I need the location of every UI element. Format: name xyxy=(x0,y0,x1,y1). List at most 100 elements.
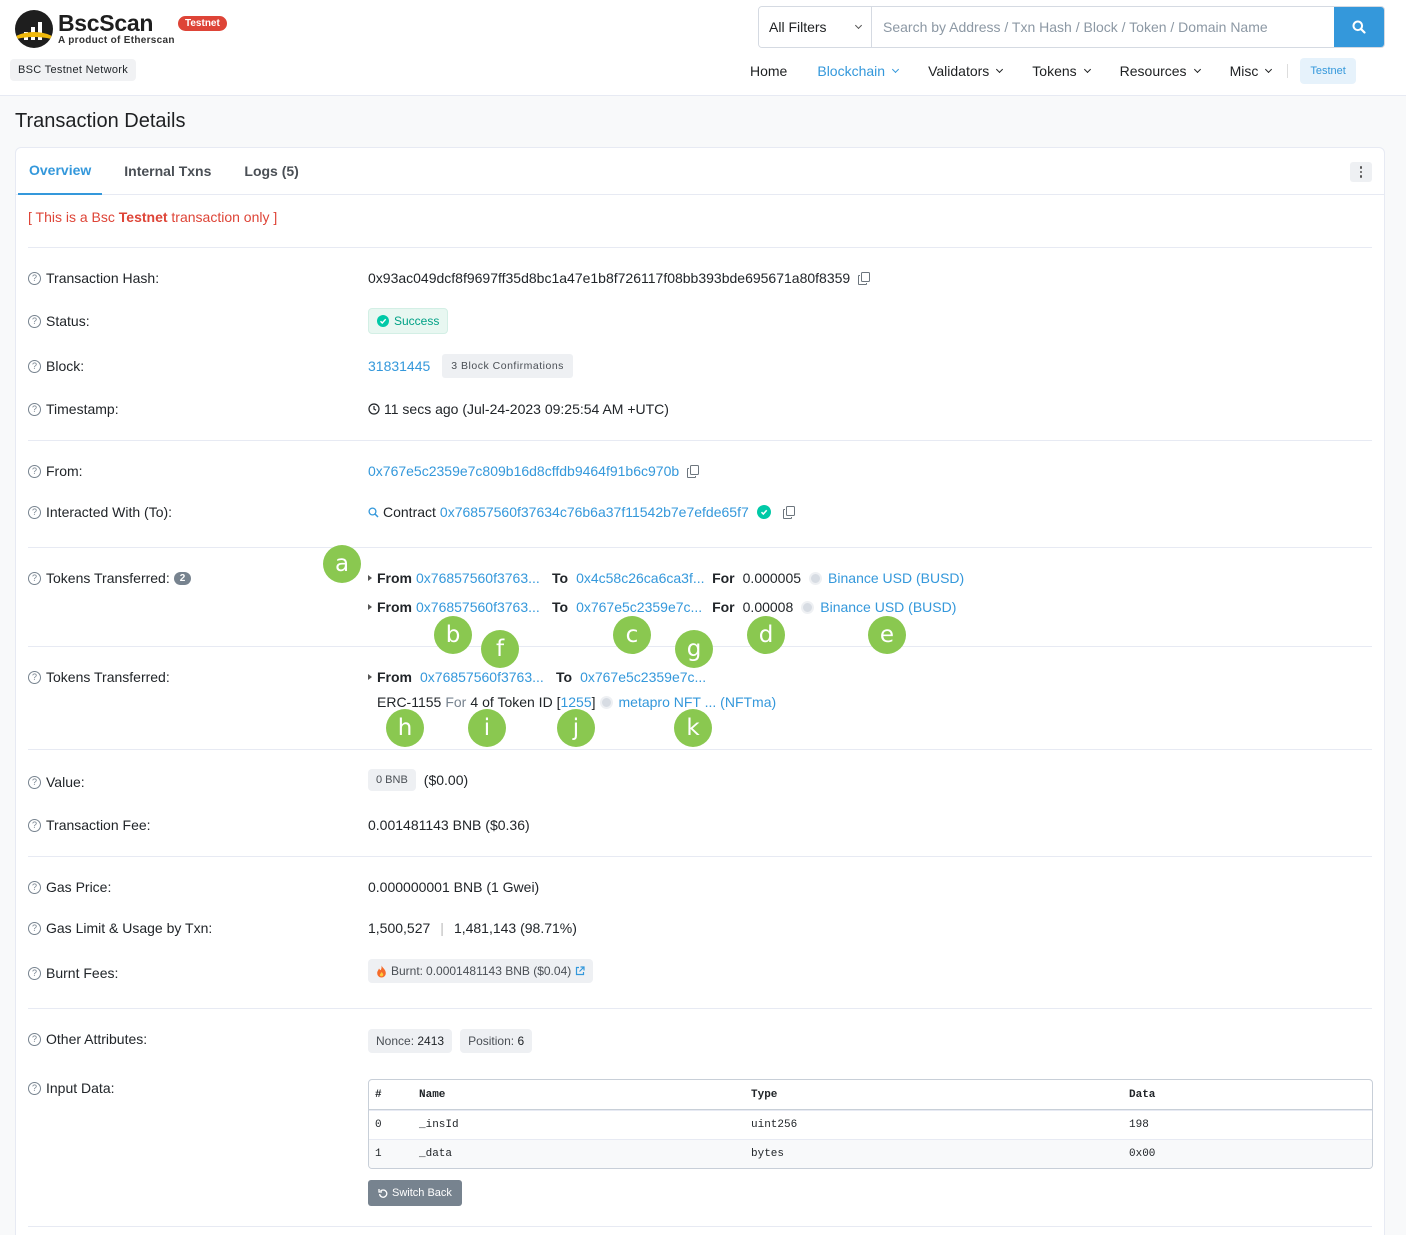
burnt-prefix: Burnt: xyxy=(391,964,424,978)
search-input[interactable] xyxy=(872,7,1334,47)
position-label: Position: xyxy=(468,1034,515,1048)
question-icon[interactable]: ? xyxy=(28,818,41,832)
burnt-fees-badge[interactable]: Burnt: 0.0001481143 BNB ($0.04) xyxy=(368,959,594,983)
token-name-link[interactable]: Binance USD (BUSD) xyxy=(828,570,965,586)
switch-back-button[interactable]: Switch Back xyxy=(368,1180,462,1206)
chevron-down-icon xyxy=(1193,65,1201,74)
tx-hash-value: 0x93ac049dcf8f9697ff35d8bc1a47e1b8f72611… xyxy=(368,270,851,286)
question-icon[interactable]: ? xyxy=(28,314,41,328)
param-type: bytes xyxy=(751,1148,785,1160)
site-header: BscScan A product of Etherscan Testnet B… xyxy=(0,0,1406,96)
input-data-table: # Name Type Data 0 _insId uint256 198 1 … xyxy=(368,1079,1373,1169)
nav-resources[interactable]: Resources xyxy=(1120,63,1201,79)
annotation-marker: a xyxy=(323,545,361,583)
gas-limit-row: 1,500,527 | 1,481,143 (98.71%) xyxy=(368,920,577,936)
param-name: _insId xyxy=(419,1119,459,1131)
copy-icon[interactable] xyxy=(858,271,871,285)
token-name-link[interactable]: Binance USD (BUSD) xyxy=(820,599,957,615)
annotation-marker: j xyxy=(557,709,595,747)
filter-select[interactable]: All Filters xyxy=(759,7,872,47)
from-value-row: 0x767e5c2359e7c809b16d8cffdb9464f91b6c97… xyxy=(368,463,700,479)
tab-bar: Overview Internal Txns Logs (5) xyxy=(16,148,1384,195)
bscscan-logo-icon[interactable] xyxy=(15,10,53,48)
gas-limit-value: 1,500,527 xyxy=(368,920,431,936)
other-attributes-row: Nonce: 2413 Position: 6 xyxy=(368,1029,533,1053)
nft-to-link[interactable]: 0x767e5c2359e7c... xyxy=(580,669,707,685)
confirmations-badge: 3 Block Confirmations xyxy=(442,354,573,378)
more-options-icon[interactable] xyxy=(1350,162,1372,182)
copy-icon[interactable] xyxy=(782,505,795,519)
question-icon[interactable]: ? xyxy=(28,571,41,585)
other-attributes-label-text: Other Attributes: xyxy=(46,1031,148,1047)
logo-name[interactable]: BscScan xyxy=(58,10,154,36)
tokens-transferred-label: ? Tokens Transferred: 2 xyxy=(28,570,192,586)
question-icon[interactable]: ? xyxy=(28,359,41,373)
tab-overview[interactable]: Overview xyxy=(18,148,103,195)
verified-check-icon xyxy=(756,505,771,519)
nav-validators[interactable]: Validators xyxy=(928,63,1004,79)
gas-price-value: 0.000000001 BNB (1 Gwei) xyxy=(368,879,540,895)
nav-testnet-button[interactable]: Testnet xyxy=(1300,58,1356,84)
block-number-link[interactable]: 31831445 xyxy=(368,358,431,374)
tx-hash-label-text: Transaction Hash: xyxy=(46,270,160,286)
question-icon[interactable]: ? xyxy=(28,402,41,416)
question-icon[interactable]: ? xyxy=(28,505,41,519)
search-icon xyxy=(1352,20,1366,34)
position-badge: Position: 6 xyxy=(460,1029,533,1053)
question-icon[interactable]: ? xyxy=(28,921,41,935)
transfer-to-link[interactable]: 0x767e5c2359e7c... xyxy=(576,599,703,615)
question-icon[interactable]: ? xyxy=(28,271,41,285)
block-label-text: Block: xyxy=(46,358,85,374)
notice-post: transaction only ] xyxy=(167,209,278,225)
contract-address-link[interactable]: 0x76857560f37634c76b6a37f11542b7e7efde65… xyxy=(439,504,749,520)
transfer-from-link[interactable]: 0x76857560f3763... xyxy=(416,599,540,615)
from-address-link[interactable]: 0x767e5c2359e7c809b16d8cffdb9464f91b6c97… xyxy=(368,463,680,479)
annotation-marker: k xyxy=(674,709,712,747)
nft-token-link[interactable]: metapro NFT ... (NFTma) xyxy=(618,694,777,710)
value-badge: 0 BNB xyxy=(368,769,416,791)
interacted-label-text: Interacted With (To): xyxy=(46,504,173,520)
table-header-row: # Name Type Data xyxy=(369,1080,1372,1110)
question-icon[interactable]: ? xyxy=(28,1081,41,1095)
nav-home[interactable]: Home xyxy=(750,63,787,79)
nav-blockchain[interactable]: Blockchain xyxy=(817,63,900,79)
token-id-link[interactable]: 1255 xyxy=(560,694,592,710)
transfer-amount: 0.000005 xyxy=(742,570,802,586)
gas-limit-label-text: Gas Limit & Usage by Txn: xyxy=(46,920,213,936)
transfer-from-link[interactable]: 0x76857560f3763... xyxy=(416,570,540,586)
tab-logs[interactable]: Logs (5) xyxy=(244,163,299,179)
divider xyxy=(28,749,1372,750)
search-button[interactable] xyxy=(1334,7,1384,47)
tab-internal-txns[interactable]: Internal Txns xyxy=(124,163,212,179)
question-icon[interactable]: ? xyxy=(28,464,41,478)
question-icon[interactable]: ? xyxy=(28,670,41,684)
token-icon xyxy=(801,600,815,614)
input-data-label-text: Input Data: xyxy=(46,1080,115,1096)
notice-pre: [ This is a Bsc xyxy=(28,209,119,225)
question-icon[interactable]: ? xyxy=(28,880,41,894)
input-data-label: ? Input Data: xyxy=(28,1080,115,1096)
question-icon[interactable]: ? xyxy=(28,775,41,789)
divider xyxy=(28,1226,1372,1227)
logo-subtitle: A product of Etherscan xyxy=(58,35,175,46)
copy-icon[interactable] xyxy=(687,464,700,478)
switch-back-label: Switch Back xyxy=(392,1187,452,1199)
fee-label-text: Transaction Fee: xyxy=(46,817,151,833)
status-label-text: Status: xyxy=(46,313,90,329)
annotation-marker: h xyxy=(386,709,424,747)
annotation-marker: e xyxy=(868,616,906,654)
divider xyxy=(28,1008,1372,1009)
question-icon[interactable]: ? xyxy=(28,1032,41,1046)
clock-icon xyxy=(368,403,380,415)
question-icon[interactable]: ? xyxy=(28,966,41,980)
transfer-to-link[interactable]: 0x4c58c26ca6ca3f... xyxy=(576,570,705,586)
from-label: ? From: xyxy=(28,463,83,479)
nft-quantity: 4 xyxy=(470,694,479,710)
param-name: _data xyxy=(419,1148,453,1160)
transaction-card: Overview Internal Txns Logs (5) [ This i… xyxy=(15,147,1385,1235)
nav-tokens[interactable]: Tokens xyxy=(1032,63,1091,79)
network-badge: BSC Testnet Network xyxy=(10,59,137,81)
nav-misc[interactable]: Misc xyxy=(1230,63,1273,79)
nft-from-link[interactable]: 0x76857560f3763... xyxy=(420,669,544,685)
nav-tokens-label: Tokens xyxy=(1032,63,1077,79)
